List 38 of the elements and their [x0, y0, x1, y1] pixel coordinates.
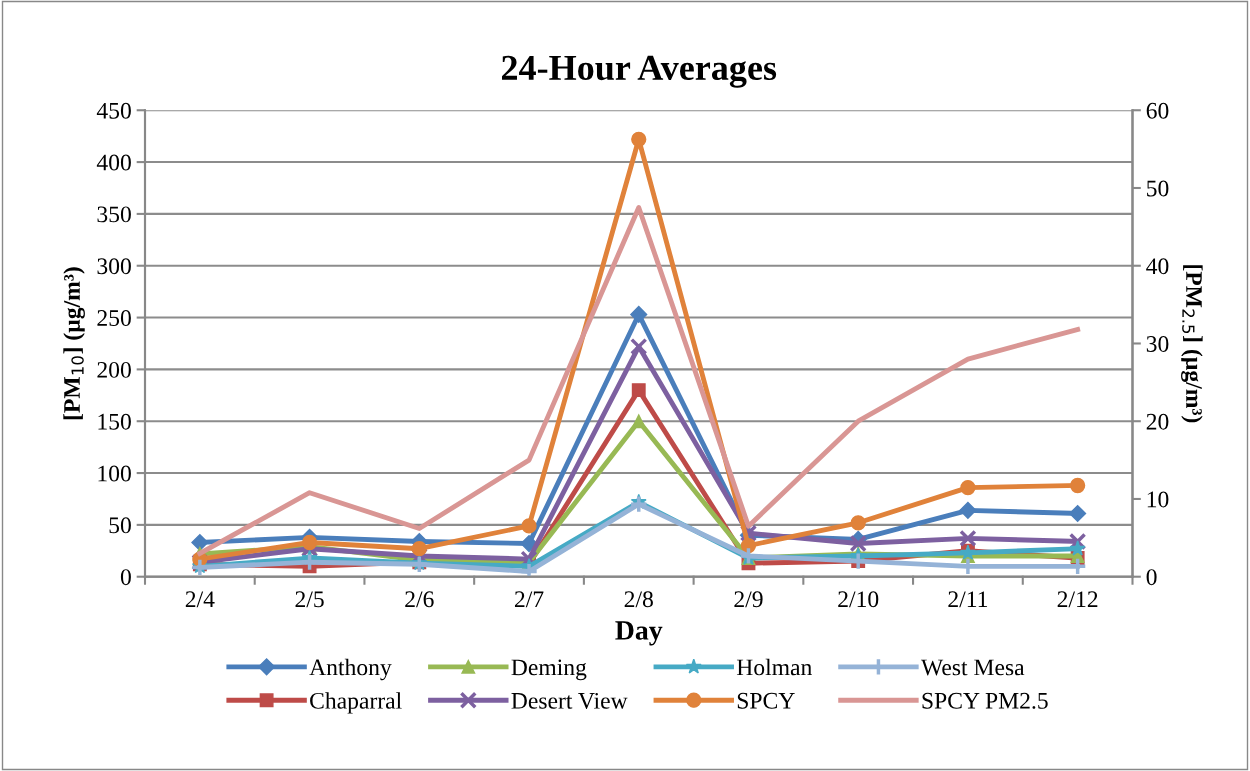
chart-title: 24-Hour Averages: [502, 55, 777, 88]
y-tick-label: 150: [98, 413, 131, 430]
x-tick-label: 2/4: [185, 591, 215, 608]
y-tick-label: 450: [96, 102, 131, 119]
y2-tick-label: 0: [1146, 569, 1157, 586]
y2-tick-label: 60: [1146, 102, 1169, 119]
y2-tick-label: 50: [1147, 180, 1169, 197]
y-axis-title: [PM$_{10}$] (µg/m³): [63, 267, 85, 420]
x-tick-label: 2/12: [1057, 591, 1098, 608]
x-tick-label: 2/9: [734, 591, 763, 608]
y-tick-label: 400: [96, 154, 131, 171]
legend-label: Desert View: [511, 692, 628, 709]
y-tick-label: 100: [98, 465, 131, 482]
y-tick-label: 0: [120, 569, 131, 586]
legend-label: Chaparral: [310, 692, 402, 714]
x-axis-title: Day: [615, 621, 663, 646]
x-tick-label: 2/8: [624, 591, 653, 608]
y-tick-label: 300: [97, 258, 131, 275]
y2-axis-title: [PM$_{2.5}$] (µg/m³): [1181, 265, 1203, 423]
legend-label: Holman: [736, 658, 812, 676]
y2-tick-label: 40: [1146, 258, 1169, 275]
y-tick-label: 200: [97, 361, 131, 378]
legend-label: Anthony: [309, 658, 392, 681]
y2-tick-label: 30: [1146, 335, 1169, 352]
y-tick-label: 50: [109, 517, 131, 534]
legend-label: Deming: [511, 659, 587, 681]
x-tick-label: 2/7: [514, 591, 544, 608]
y-tick-label: 350: [97, 206, 131, 223]
y2-tick-label: 10: [1147, 491, 1169, 508]
y2-tick-label: 20: [1146, 413, 1169, 430]
x-tick-label: 2/10: [838, 591, 879, 608]
legend-label: SPCY: [737, 692, 795, 709]
x-tick-label: 2/11: [948, 591, 988, 608]
x-tick-label: 2/5: [295, 591, 324, 608]
y-tick-label: 250: [97, 310, 131, 326]
x-tick-label: 2/6: [405, 591, 434, 608]
legend-label: SPCY PM2.5: [922, 692, 1048, 709]
legend-label: West Mesa: [920, 659, 1025, 676]
